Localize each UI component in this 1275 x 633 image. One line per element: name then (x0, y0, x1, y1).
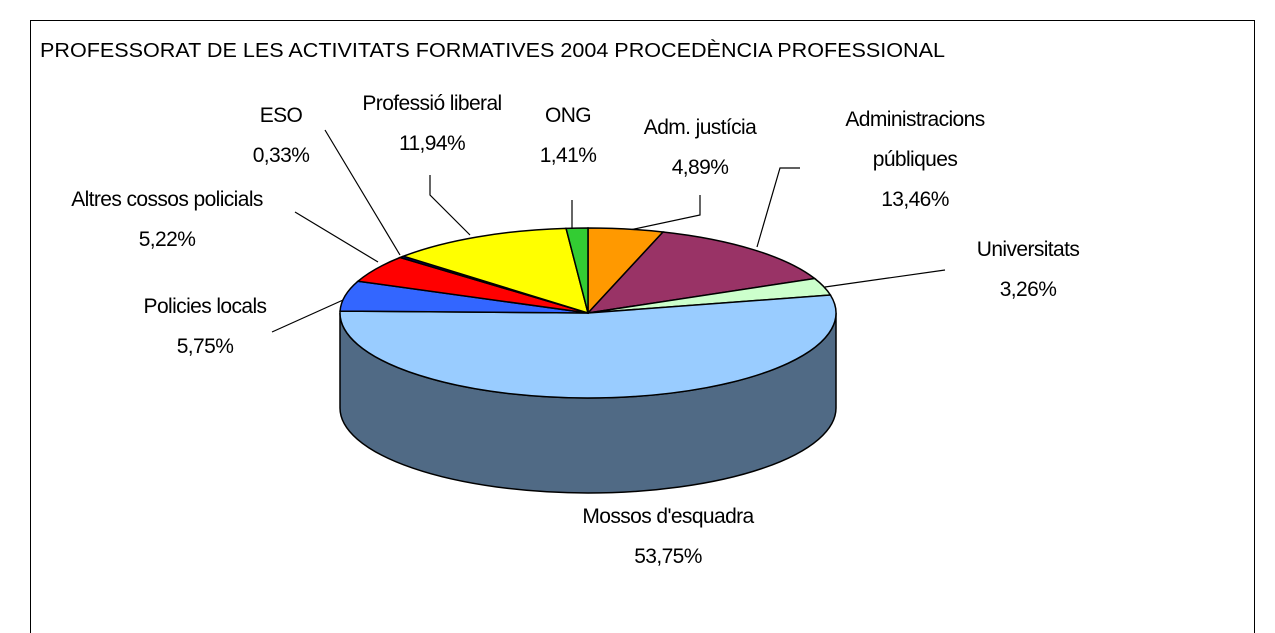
leader-line (429, 175, 471, 236)
pie-slice (565, 227, 589, 314)
pie-slice (339, 294, 837, 399)
slice-name: ESO (259, 104, 303, 127)
slice-label: Adm. justícia 4,89% (600, 108, 800, 188)
slice-label: Policies locals 5,75% (95, 287, 315, 367)
leader-line (756, 167, 800, 248)
leader-line (294, 211, 379, 263)
slice-label: ONG 1,41% (518, 96, 618, 176)
leader-line (824, 269, 946, 288)
pie (339, 227, 837, 494)
slice-name: Mossos d'esquadra (582, 505, 754, 528)
slice-name: ONG (544, 104, 592, 127)
leader-line (624, 195, 701, 232)
slice-label: Mossos d'esquadra 53,75% (518, 497, 818, 577)
leader-line (324, 129, 401, 256)
slice-value: 13,46% (881, 188, 949, 211)
chart-title: PROFESSORAT DE LES ACTIVITATS FORMATIVES… (40, 39, 945, 62)
slice-value: 53,75% (634, 545, 702, 568)
leader-line (271, 295, 353, 333)
slice-value: 5,75% (176, 335, 234, 358)
slice-value: 0,33% (252, 144, 310, 167)
slice-name: Universitats (976, 238, 1080, 261)
slice-name: Policies locals (143, 295, 267, 318)
slice-name: Altres cossos policials (71, 188, 263, 211)
slice-value: 4,89% (671, 156, 729, 179)
slice-label: Universitats 3,26% (928, 230, 1128, 310)
slice-value: 11,94% (398, 132, 466, 155)
leader-lines (271, 129, 946, 333)
slice-name: Adm. justícia (643, 116, 757, 139)
slice-name: Administracions públiques (845, 108, 985, 171)
slice-value: 1,41% (539, 144, 597, 167)
slice-value: 5,22% (138, 228, 196, 251)
slice-name: Professió liberal (362, 92, 502, 115)
pie-slice (585, 231, 817, 315)
slice-label: ESO 0,33% (241, 96, 321, 176)
pie-slice (401, 227, 590, 315)
slice-label: Altres cossos policials 5,22% (17, 180, 317, 260)
slice-label: Professió liberal 11,94% (322, 84, 542, 164)
slice-value: 3,26% (999, 278, 1057, 301)
slice-label: Administracions públiques 13,46% (805, 100, 1025, 220)
